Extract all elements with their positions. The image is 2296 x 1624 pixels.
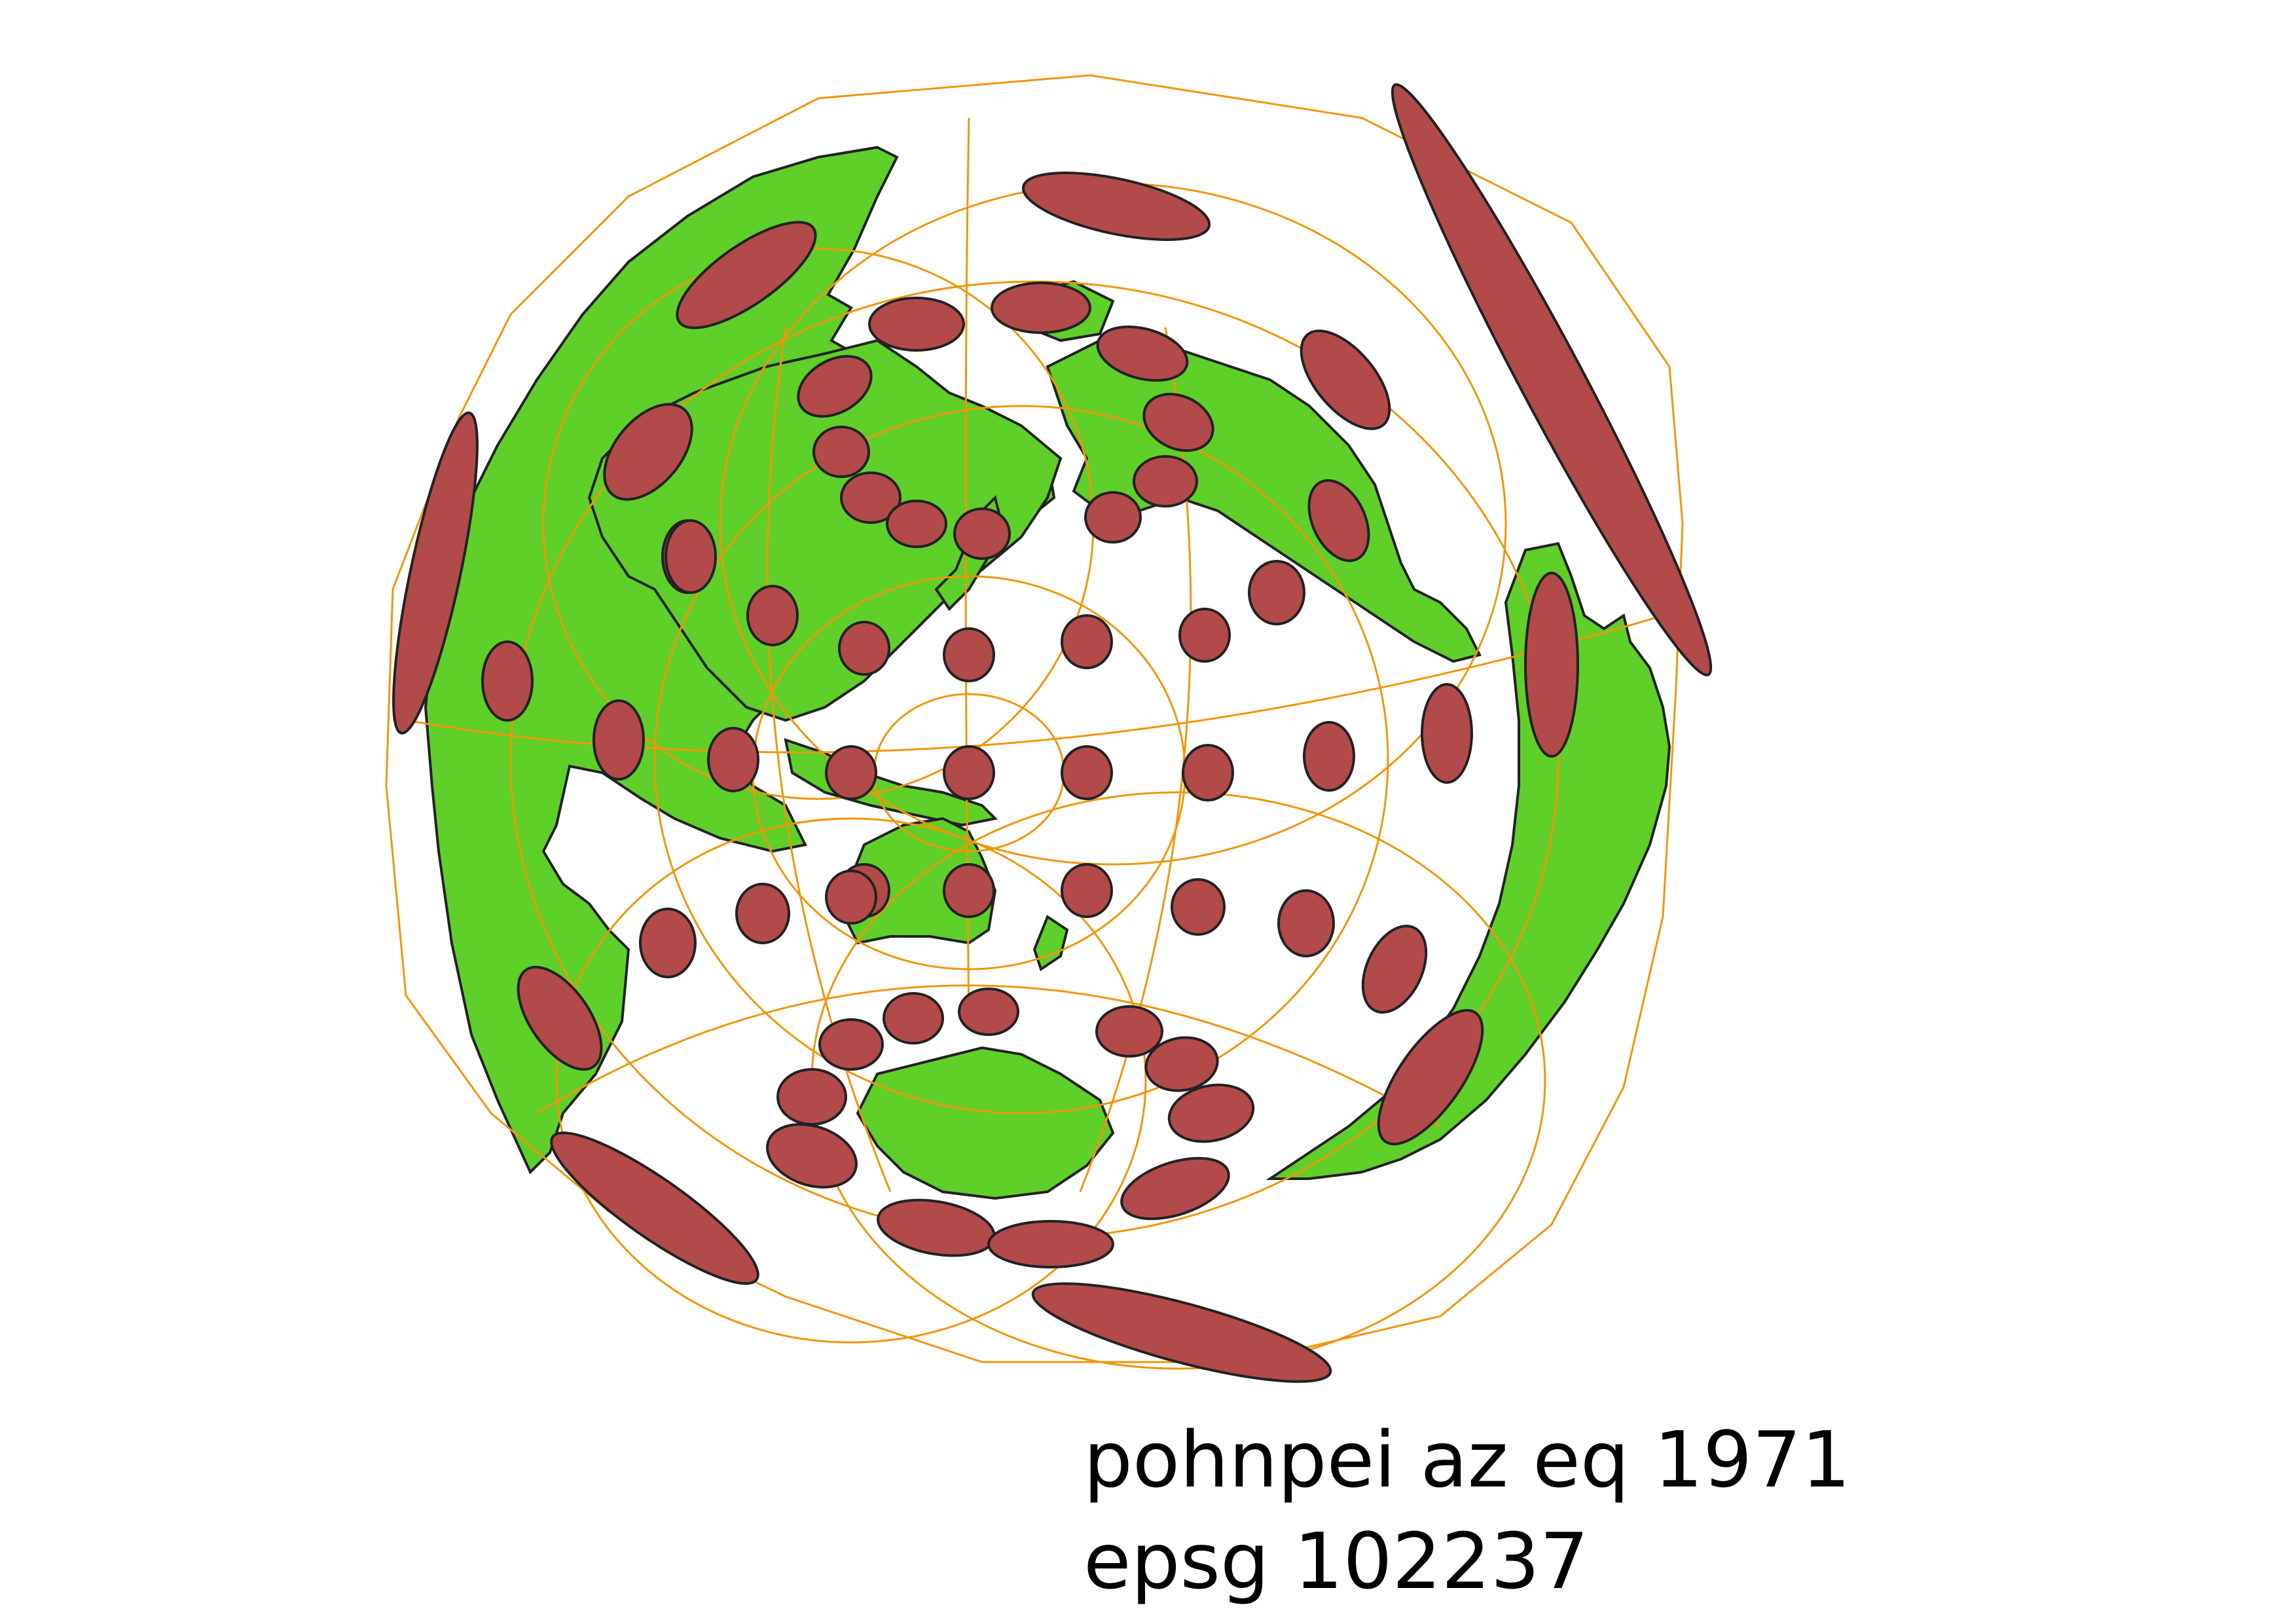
tissot-ellipse (825, 745, 877, 800)
tissot-ellipse (550, 1131, 759, 1285)
tissot-ellipse (1144, 1036, 1219, 1092)
tissot-ellipse (765, 1123, 858, 1189)
graticule-circle-7 (555, 817, 1147, 1344)
tissot-ellipse (1167, 1083, 1255, 1143)
tissot-ellipse (991, 282, 1091, 334)
land-asia (587, 339, 1063, 722)
graticule-circle-3 (653, 405, 1389, 1115)
tissot-ellipse (639, 908, 697, 978)
tissot-ellipse (1377, 1008, 1484, 1146)
tissot-ellipse (665, 519, 717, 594)
tissot-ellipse (868, 297, 965, 352)
tissot-ellipse (1391, 83, 1713, 676)
tissot-ellipse (987, 1220, 1114, 1268)
tissot-ellipse (825, 870, 877, 925)
tissot-ellipse (517, 965, 603, 1071)
tissot-ellipse (1277, 889, 1335, 957)
tissot-ellipse (707, 727, 759, 792)
land-antarctica (856, 1046, 1115, 1200)
tissot-ellipse (1061, 614, 1113, 669)
tissot-ellipse (1061, 745, 1113, 800)
tissot-ellipse (1182, 744, 1234, 802)
tissot-ellipse (776, 1068, 847, 1126)
map-title-line-2: epsg 102237 (1084, 1516, 1589, 1606)
tissot-ellipse (943, 627, 995, 682)
tissot-ellipse (877, 1198, 996, 1257)
tissot-ellipse (1524, 572, 1579, 758)
tissot-ellipse (1248, 560, 1305, 625)
tissot-ellipse (1300, 329, 1391, 430)
tissot-ellipse (1307, 479, 1370, 563)
tissot-ellipse (1303, 721, 1355, 792)
graticule-outer-boundary (385, 74, 1684, 1363)
tissot-ellipse (1171, 878, 1226, 936)
tissot-ellipse (1061, 863, 1113, 918)
tissot-ellipse (953, 507, 1011, 560)
map-title-line-1: pohnpei az eq 1971 (1084, 1414, 1851, 1505)
tissot-ellipse (812, 426, 870, 478)
tissot-ellipse (886, 500, 947, 548)
tissot-ellipse (1361, 925, 1428, 1014)
tissot-ellipse (1421, 683, 1473, 784)
tissot-ellipse (746, 585, 799, 646)
tissot-ellipse (943, 745, 995, 800)
tissot-ellipse (1084, 491, 1142, 544)
tissot-ellipse (883, 992, 944, 1044)
tissot-ellipse (1120, 1156, 1230, 1221)
tissot-ellipse (840, 471, 902, 524)
tissot-ellipse (735, 883, 790, 944)
land-new-zealand (1032, 914, 1069, 972)
tissot-ellipse (1031, 1282, 1332, 1383)
tissot-ellipse (943, 863, 995, 918)
tissot-ellipse (603, 403, 693, 501)
tissot-ellipse (592, 699, 645, 781)
tissot-ellipse (481, 640, 534, 722)
tissot-ellipse (1021, 172, 1211, 241)
tissot-ellipse (797, 355, 873, 418)
tissot-ellipse (958, 987, 1019, 1036)
tissot-ellipse (1096, 325, 1189, 382)
tissot-ellipse (392, 411, 479, 735)
tissot-ellipse (838, 621, 890, 676)
graticule-equator (405, 614, 1664, 754)
tissot-ellipse (818, 1018, 884, 1071)
tissot-ellipse (1142, 392, 1214, 452)
tissot-ellipse (1095, 1005, 1163, 1058)
tissot-ellipse (1178, 608, 1231, 663)
tissot-ellipse (676, 221, 817, 329)
tissot-ellipse (1133, 455, 1198, 507)
graticule-parallel-south (536, 984, 1441, 1128)
tissot-layer (392, 83, 1713, 1383)
